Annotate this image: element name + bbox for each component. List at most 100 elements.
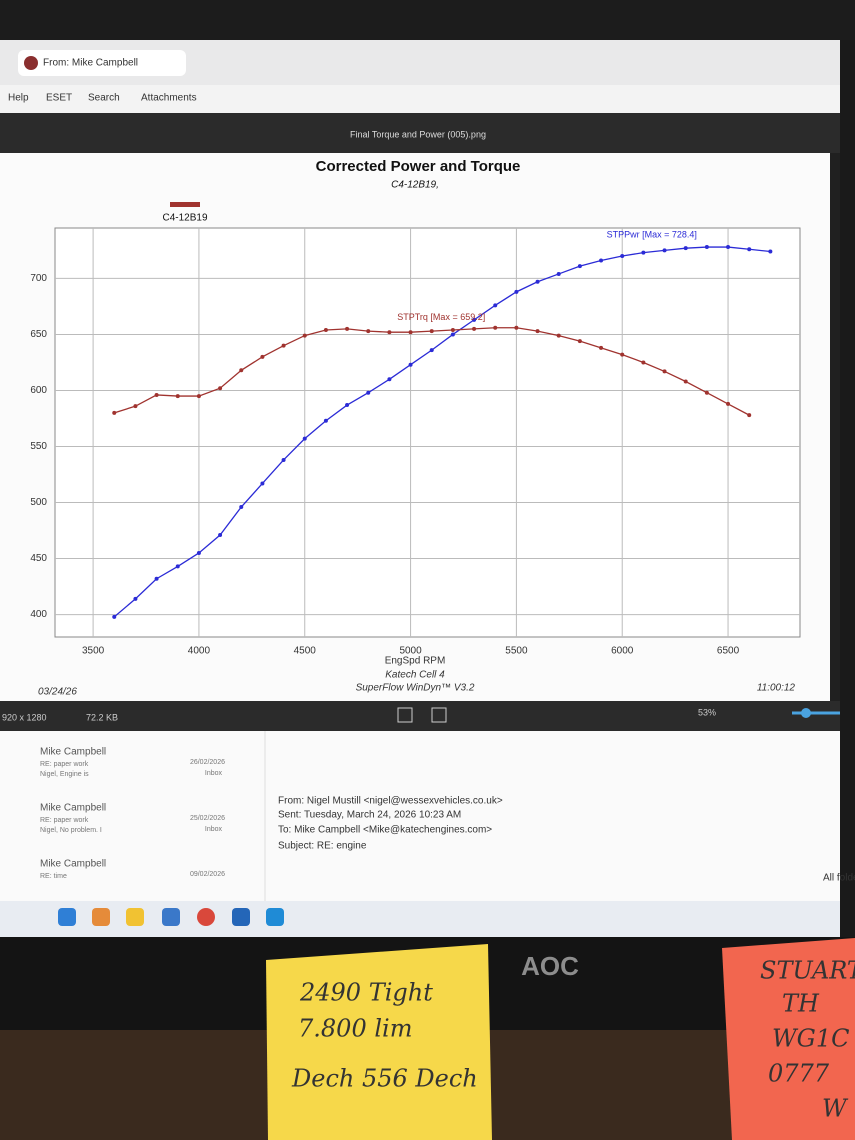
note-line: 7.800 lim [298,1015,412,1043]
data-point [323,418,328,423]
data-point [450,327,455,332]
taskbar-icon[interactable] [162,908,180,926]
data-point [493,325,498,330]
mail-pane [0,731,840,901]
data-point [260,354,265,359]
plot-area [54,227,801,638]
data-point [535,279,540,284]
menu-item[interactable]: Attachments [141,93,197,104]
data-point [535,329,540,334]
note-line: STUART [760,957,855,985]
note-line: 0777 [768,1060,830,1088]
data-point [599,258,604,263]
data-point [429,348,434,353]
inbox-list: Mike Campbell RE: paper work Nigel, Engine… [40,747,225,880]
data-point [387,377,392,382]
x-tick-label: 4000 [188,646,211,657]
y-tick-label: 400 [30,609,47,620]
y-tick-label: 500 [30,497,47,508]
fit-button[interactable] [397,707,413,723]
data-point [472,326,477,331]
taskbar-icon[interactable] [232,908,250,926]
data-point [218,533,223,538]
taskbar-icon[interactable] [126,908,144,926]
data-point [154,392,159,397]
inbox-preview: Nigel, No problem. I [40,827,102,834]
data-point [112,410,117,415]
data-point [662,369,667,374]
x-axis-label: EngSpd RPM [385,656,446,667]
viewer-filename: Final Torque and Power (005).png [350,129,486,139]
fullscreen-button[interactable] [431,707,447,723]
series-label: STPTrq [Max = 659.2] [397,312,485,322]
data-point [514,325,519,330]
data-point [239,368,244,373]
data-point [323,327,328,332]
data-point [726,245,731,250]
chart-title: Corrected Power and Torque [316,158,521,175]
data-point [683,379,688,384]
taskbar-icon[interactable] [197,908,215,926]
zoom-thumb[interactable] [801,708,811,718]
taskbar-icon[interactable] [92,908,110,926]
inbox-sender: Mike Campbell [40,747,106,758]
chart: Corrected Power and Torque C4-12B19, C4-… [30,158,801,698]
inbox-preview: Nigel, Engine is [40,771,89,778]
data-point [112,614,117,619]
legend-label: C4-12B19 [162,213,207,224]
data-point [577,264,582,269]
menu-item[interactable]: Help [8,93,29,104]
y-tick-label: 550 [30,441,47,452]
taskbar-icon[interactable] [266,908,284,926]
email-subject: Subject: RE: engine [278,841,367,852]
viewer-status [0,701,840,731]
data-point [450,332,455,337]
chart-date: 03/24/26 [38,687,77,698]
all-folders[interactable]: All folders [823,873,855,884]
data-point [704,390,709,395]
data-point [408,330,413,335]
taskbar-icon[interactable] [58,908,76,926]
y-tick-label: 600 [30,385,47,396]
data-point [175,394,180,399]
data-point [408,362,413,367]
data-point [133,404,138,409]
image-dimensions: 920 x 1280 [2,712,47,722]
chart-time: 11:00:12 [757,683,796,694]
menu-item[interactable]: ESET [46,93,72,104]
y-tick-label: 700 [30,273,47,284]
data-point [620,352,625,357]
menu-item[interactable]: Search [88,93,120,104]
note-line: TH [782,990,820,1018]
y-tick-label: 450 [30,553,47,564]
data-point [218,386,223,391]
data-point [726,401,731,406]
tab[interactable] [18,50,186,76]
data-point [175,564,180,569]
data-point [302,436,307,441]
inbox-sender: Mike Campbell [40,803,106,814]
data-point [366,329,371,334]
series-line [113,246,771,618]
note-line: W [822,1095,849,1123]
data-point [260,481,265,486]
y-tick-label: 650 [30,329,47,340]
data-point [345,403,350,408]
inbox-date: 25/02/2026 [190,815,225,822]
inbox-date: 09/02/2026 [190,871,225,878]
data-point [472,317,477,322]
tab-title: From: Mike Campbell [43,58,138,69]
data-point [599,345,604,350]
data-point [704,245,709,250]
data-point [514,289,519,294]
note-line: WG1C [772,1025,849,1053]
data-point [556,271,561,276]
data-point [620,254,625,259]
data-point [429,329,434,334]
data-point [493,303,498,308]
chart-footer: SuperFlow WinDyn™ V3.2 [356,683,475,694]
zoom-level[interactable]: 53% [698,707,716,717]
bezel [0,0,855,40]
x-tick-label: 5000 [399,646,422,657]
sticky-note [722,938,855,1140]
